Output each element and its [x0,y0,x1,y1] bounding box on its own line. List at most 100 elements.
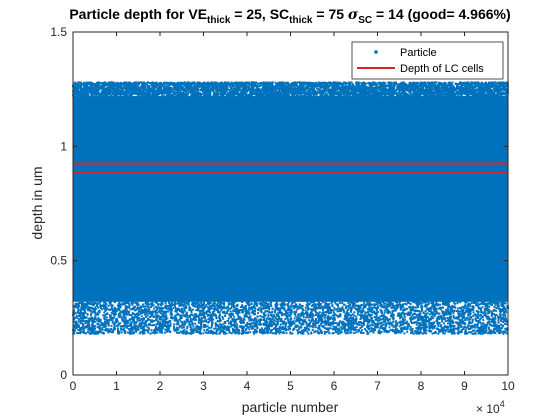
particle-point [192,325,194,327]
particle-point [382,301,384,303]
particle-point [79,318,81,320]
particle-point [201,317,203,319]
title-mid2: = 75 [313,6,348,22]
particle-point [228,323,230,325]
particle-point [147,331,149,333]
particle-point [292,332,294,334]
particle-point [107,323,109,325]
particle-point [241,317,243,319]
particle-point [206,313,208,315]
particle-points [72,81,509,334]
particle-point [231,305,233,307]
particle-point [285,325,287,327]
particle-point [305,316,307,318]
particle-point [247,323,249,325]
particle-point [330,84,332,86]
particle-point [213,90,215,92]
particle-point [284,307,286,309]
particle-point [504,323,506,325]
particle-point [379,327,381,329]
particle-points-dense-core [73,96,508,302]
particle-point [395,320,397,322]
particle-point [181,327,183,329]
particle-point [499,332,501,334]
particle-point [282,326,284,328]
particle-point [471,322,473,324]
particle-point [425,310,427,312]
particle-point [157,303,159,305]
particle-point [416,322,418,324]
particle-point [153,320,155,322]
title-mid1: = 25, SC [230,6,289,22]
particle-point [95,321,97,323]
particle-point [399,325,401,327]
particle-point [142,304,144,306]
particle-point [359,327,361,329]
particle-point [102,329,104,331]
particle-point [282,332,284,334]
particle-point [459,301,461,303]
particle-point [333,312,335,314]
particle-point [171,313,173,315]
particle-point [493,302,495,304]
particle-point [151,329,153,331]
particle-point [351,324,353,326]
particle-point [416,324,418,326]
particle-point [327,315,329,317]
particle-point [372,320,374,322]
particle-point [286,332,288,334]
particle-point [163,316,165,318]
particle-point [324,333,326,335]
particle-point [230,310,232,312]
particle-point [396,301,398,303]
particle-point [167,307,169,309]
particle-point [94,306,96,308]
particle-point [377,320,379,322]
particle-point [203,329,205,331]
particle-point [116,318,118,320]
particle-point [211,325,213,327]
particle-point [180,326,182,328]
particle-point [403,332,405,334]
particle-point [324,327,326,329]
particle-point [288,301,290,303]
particle-point [224,315,226,317]
particle-point [356,301,358,303]
particle-point [371,311,373,313]
particle-point [357,313,359,315]
particle-point [392,310,394,312]
particle-point [412,301,414,303]
particle-point [384,312,386,314]
particle-point [330,302,332,304]
particle-point [388,306,390,308]
particle-point [359,314,361,316]
particle-point [171,309,173,311]
particle-point [410,326,412,328]
particle-point [127,322,129,324]
particle-point [170,312,172,314]
particle-point [400,309,402,311]
particle-point [200,324,202,326]
particle-point [335,309,337,311]
particle-point [269,332,271,334]
particle-point [406,95,408,97]
particle-point [470,316,472,318]
particle-point [466,317,468,319]
particle-point [233,316,235,318]
particle-point [380,323,382,325]
particle-point [78,318,80,320]
particle-point [257,327,259,329]
particle-point [305,307,307,309]
particle-point [167,311,169,313]
particle-point [187,317,189,319]
particle-point [439,304,441,306]
particle-point [277,323,279,325]
particle-point [249,331,251,333]
particle-point [203,302,205,304]
particle-point [438,331,440,333]
particle-point [182,301,184,303]
particle-point [108,325,110,327]
particle-point [460,310,462,312]
particle-point [197,301,199,303]
particle-point [410,303,412,305]
